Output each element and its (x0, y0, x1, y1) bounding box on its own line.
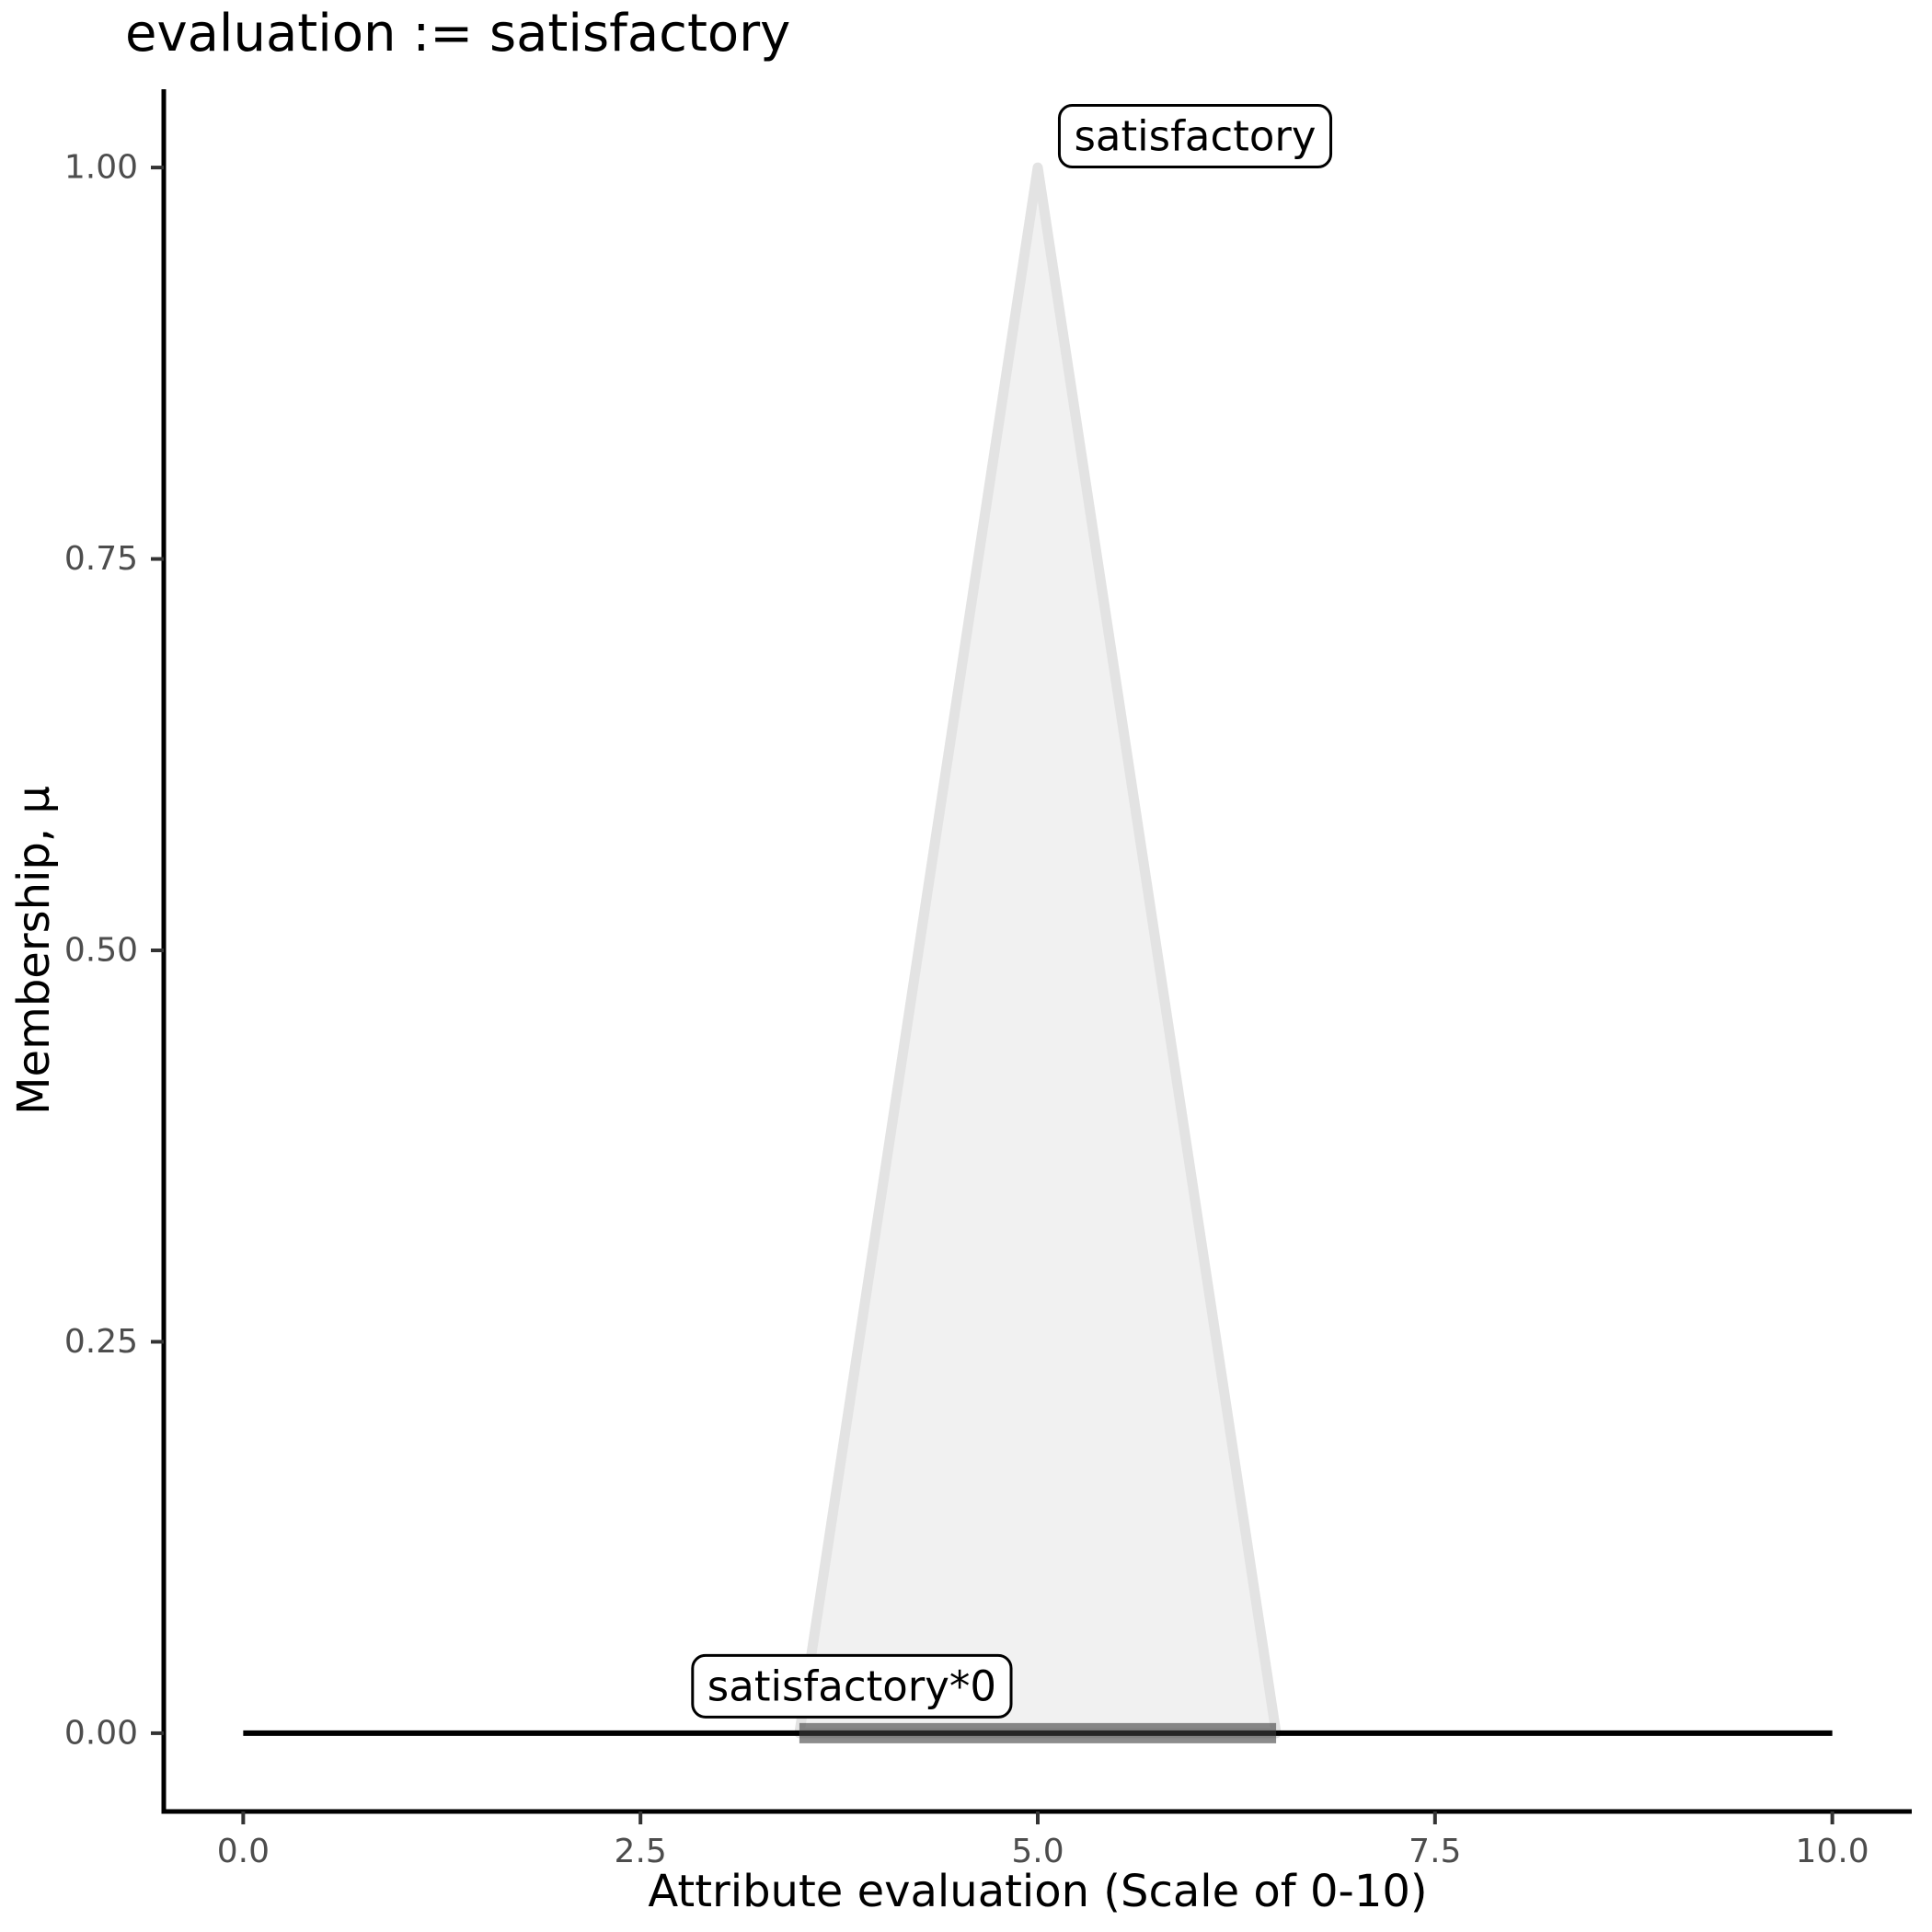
membership-function-satisfactory (794, 162, 1282, 1739)
annotation-label: satisfactory (1074, 112, 1316, 161)
x-tick-label: 10.0 (1796, 1833, 1869, 1870)
x-tick-label: 5.0 (1011, 1833, 1064, 1870)
y-tick-label: 1.00 (64, 149, 138, 187)
x-tick-label: 0.0 (217, 1833, 270, 1870)
x-axis-title: Attribute evaluation (Scale of 0-10) (648, 1866, 1428, 1917)
annotation-box (691, 1653, 1013, 1719)
y-tick-label: 0.50 (64, 932, 138, 970)
y-tick-label: 0.25 (64, 1323, 138, 1361)
annotation-label: satisfactory*0 (707, 1662, 996, 1710)
x-tick-label: 7.5 (1409, 1833, 1461, 1870)
y-tick-label: 0.00 (64, 1714, 138, 1752)
y-tick-label: 0.75 (64, 540, 138, 578)
annotation-satisfactory: satisfactory (1057, 104, 1333, 169)
annotation-box (1057, 104, 1333, 169)
x-tick-label: 2.5 (615, 1833, 667, 1870)
plot-title: evaluation := satisfactory (125, 4, 791, 63)
annotation-satisfactory-0: satisfactory*0 (691, 1653, 1013, 1719)
